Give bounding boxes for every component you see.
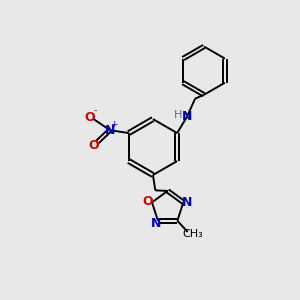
Text: O: O — [85, 111, 95, 124]
Text: O: O — [88, 139, 99, 152]
Text: O: O — [142, 195, 153, 208]
Text: CH₃: CH₃ — [183, 229, 203, 239]
Text: +: + — [110, 120, 118, 129]
Text: N: N — [105, 124, 115, 136]
Text: N: N — [182, 196, 192, 209]
Text: -: - — [94, 105, 98, 115]
Text: N: N — [182, 110, 192, 123]
Text: H: H — [174, 110, 182, 119]
Text: N: N — [150, 217, 161, 230]
